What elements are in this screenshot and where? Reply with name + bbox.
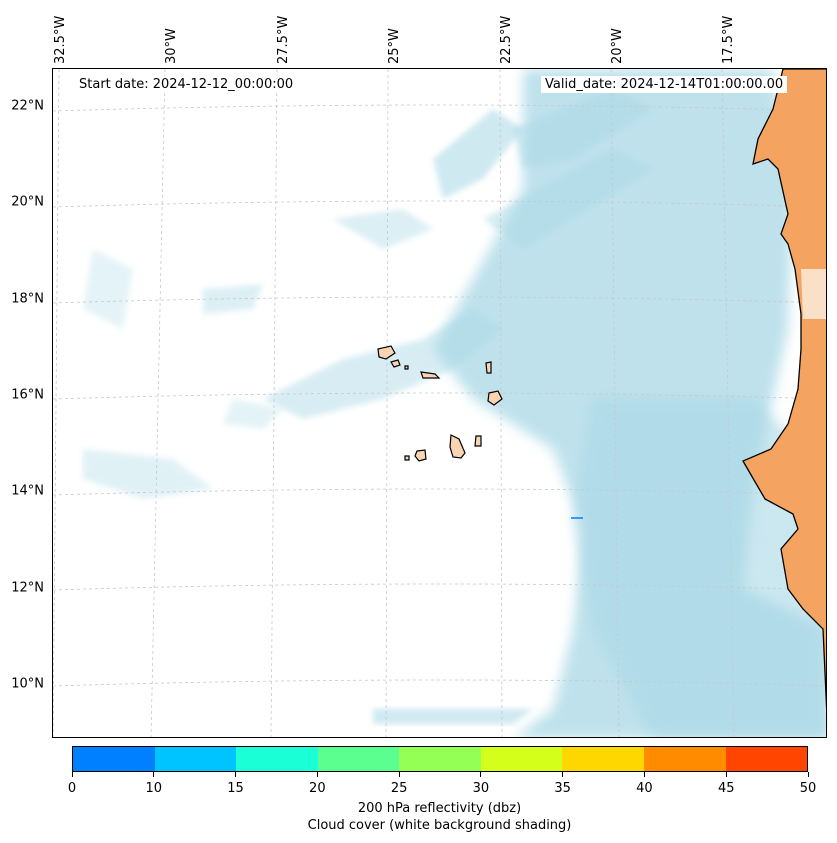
valid-date-label: Valid_date: 2024-12-14T01:00:00.00 — [541, 76, 788, 93]
island-sao-vicente — [390, 359, 401, 368]
colorbar-tick-label: 45 — [717, 781, 735, 796]
lat-label-12n: 12°N — [11, 580, 44, 596]
colorbar-tick-label: 40 — [636, 781, 653, 796]
start-date-label: Start date: 2024-12-12_00:00:00 — [75, 76, 298, 93]
island-maio — [474, 435, 482, 447]
island-brava — [404, 455, 410, 461]
lat-label-14n: 14°N — [11, 483, 44, 499]
colorbar-tick — [398, 772, 400, 777]
lat-label-18n: 18°N — [11, 291, 44, 307]
lat-label-20n: 20°N — [11, 194, 44, 210]
colorbar-segment-40-45 — [643, 747, 726, 771]
cape-verde-islands — [377, 345, 503, 462]
island-sal — [485, 361, 492, 374]
colorbar-tick — [643, 772, 645, 777]
lon-label-32-5w: 32.5°W — [53, 15, 68, 64]
colorbar-tick-label: 15 — [227, 781, 244, 796]
lat-label-22n: 22°N — [11, 98, 44, 114]
lon-label-27-5w: 27.5°W — [276, 15, 291, 64]
colorbar-tick — [153, 772, 155, 777]
map-canvas — [53, 69, 826, 737]
island-santiago — [449, 434, 466, 459]
colorbar-segment-20-25 — [317, 747, 400, 771]
island-sao-nicolau — [420, 371, 441, 379]
colorbar-tick — [807, 772, 809, 777]
island-boa-vista — [487, 390, 503, 406]
colorbar-tick — [480, 772, 482, 777]
map-panel[interactable] — [52, 68, 827, 738]
colorbar-segment-10-15 — [154, 747, 237, 771]
colorbar-tick — [316, 772, 318, 777]
colorbar-tick — [725, 772, 727, 777]
inland-region — [801, 269, 826, 319]
colorbar-tick-label: 10 — [145, 781, 163, 796]
colorbar-tick-label: 0 — [67, 781, 77, 796]
graticule — [53, 69, 826, 737]
colorbar-tick-label: 20 — [309, 781, 326, 796]
lon-label-30w: 30°W — [164, 28, 179, 64]
lon-label-20w: 20°W — [610, 28, 625, 64]
lat-label-10n: 10°N — [11, 676, 44, 692]
colorbar-tick — [562, 772, 564, 777]
colorbar-segment-30-35 — [480, 747, 563, 771]
colorbar-label: 200 hPa reflectivity (dbz) — [357, 801, 522, 816]
colorbar-tick-label: 25 — [390, 781, 408, 796]
colorbar-tick — [71, 772, 73, 777]
colorbar-tick-label: 35 — [554, 781, 571, 796]
island-fogo — [414, 449, 427, 462]
colorbar-segment-35-40 — [562, 747, 644, 771]
colorbar-tick-label: 50 — [799, 781, 817, 796]
colorbar-segment-45-50 — [725, 747, 808, 771]
colorbar-segment-25-30 — [399, 747, 481, 771]
colorbar-segment-15-20 — [236, 747, 318, 771]
cloud-cover-layer — [83, 69, 826, 737]
colorbar-tick — [235, 772, 237, 777]
colorbar-segment-0-10 — [73, 747, 155, 771]
african-coast — [742, 69, 826, 710]
island-santa-luzia — [404, 365, 409, 370]
colorbar-tick-label: 30 — [472, 781, 490, 796]
island-santo-antao — [377, 345, 396, 360]
lat-label-16n: 16°N — [11, 387, 44, 403]
colorbar-sublabel: Cloud cover (white background shading) — [307, 818, 572, 833]
lon-label-25w: 25°W — [387, 28, 402, 64]
lon-label-17-5w: 17.5°W — [721, 15, 736, 64]
colorbar — [72, 746, 808, 772]
lon-label-22-5w: 22.5°W — [499, 15, 514, 64]
